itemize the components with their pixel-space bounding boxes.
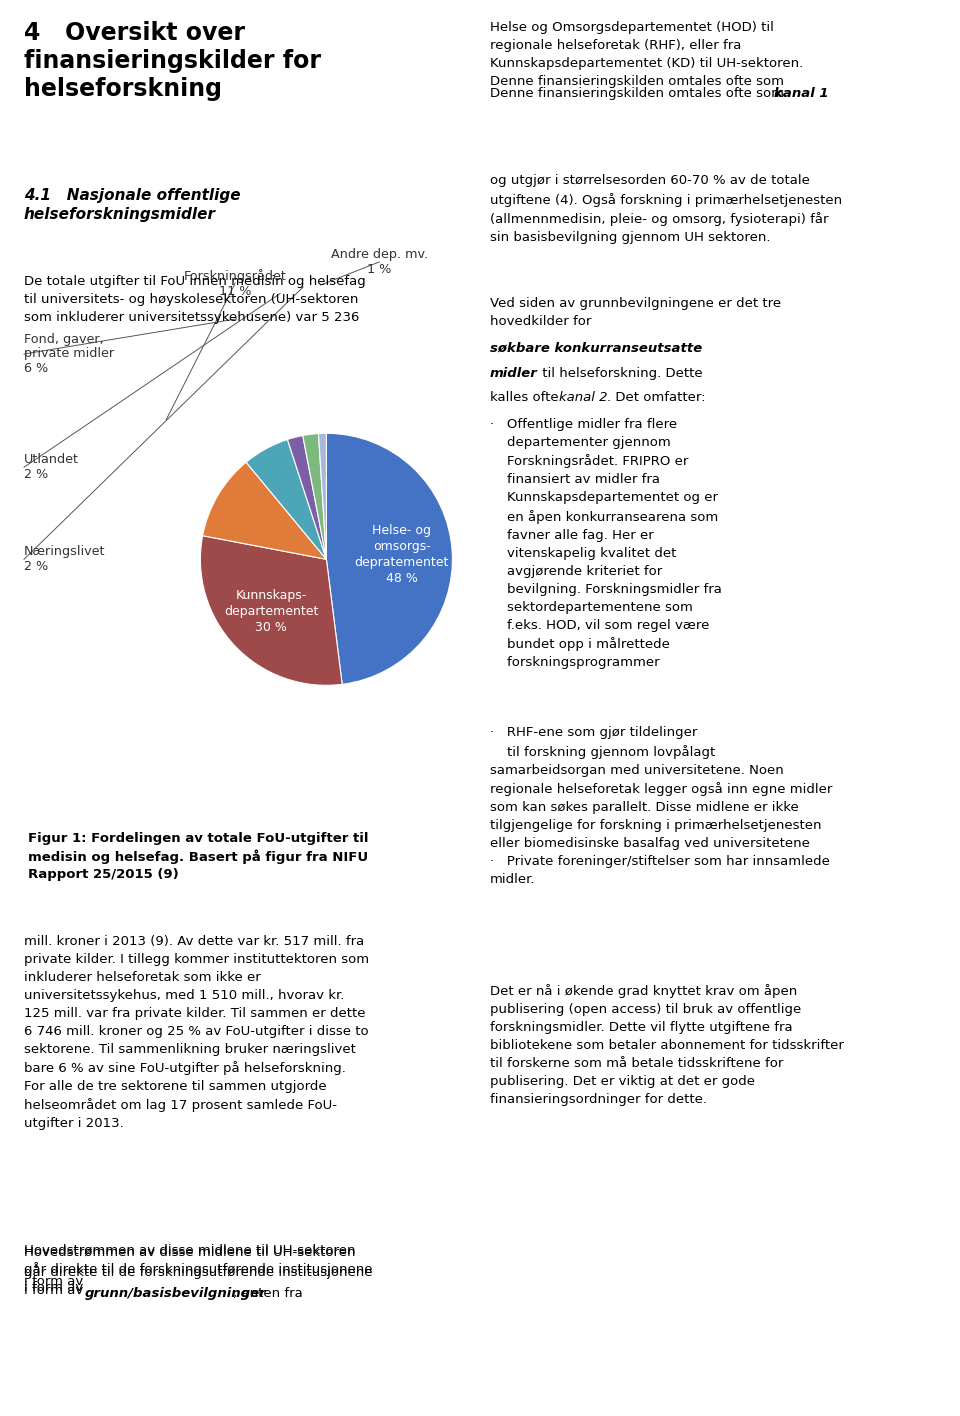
Text: , enten fra: , enten fra bbox=[233, 1287, 303, 1300]
Text: Figur 1: Fordelingen av totale FoU-utgifter til
medisin og helsefag. Basert på f: Figur 1: Fordelingen av totale FoU-utgif… bbox=[28, 831, 369, 881]
Text: Helse- og
omsorgs-
depratementet
48 %: Helse- og omsorgs- depratementet 48 % bbox=[354, 524, 449, 585]
Text: . Det omfatter:: . Det omfatter: bbox=[607, 391, 706, 404]
Text: kanal 1: kanal 1 bbox=[774, 88, 828, 101]
Text: Hovedstrømmen av disse midlene til UH-sektoren
går direkte til de forskningsutfø: Hovedstrømmen av disse midlene til UH-se… bbox=[24, 1246, 372, 1297]
Text: til helseforskning. Dette: til helseforskning. Dette bbox=[538, 367, 702, 379]
Text: ·   RHF-ene som gjør tildelinger
    til forskning gjennom lovpålagt
samarbeidso: · RHF-ene som gjør tildelinger til forsk… bbox=[490, 726, 832, 886]
Text: Andre dep. mv.
1 %: Andre dep. mv. 1 % bbox=[330, 248, 428, 276]
Text: Fond, gaver,
private midler
6 %: Fond, gaver, private midler 6 % bbox=[24, 333, 114, 375]
Text: 4.1   Nasjonale offentlige
helseforskningsmidler: 4.1 Nasjonale offentlige helseforsknings… bbox=[24, 188, 241, 222]
Text: midler: midler bbox=[490, 367, 538, 379]
Text: kalles ofte: kalles ofte bbox=[490, 391, 563, 404]
Wedge shape bbox=[319, 433, 326, 559]
Wedge shape bbox=[203, 462, 326, 559]
Wedge shape bbox=[302, 433, 326, 559]
Text: ·   Offentlige midler fra flere
    departementer gjennom
    Forskningsrådet. F: · Offentlige midler fra flere departemen… bbox=[490, 418, 722, 670]
Text: Denne finansieringskilden omtales ofte som: Denne finansieringskilden omtales ofte s… bbox=[490, 88, 788, 101]
Text: i form av: i form av bbox=[24, 1274, 87, 1287]
Text: Hovedstrømmen av disse midlene til UH-sektoren
går direkte til de forskningsutfø: Hovedstrømmen av disse midlene til UH-se… bbox=[24, 1243, 372, 1294]
Text: Ved siden av grunnbevilgningene er det tre
hovedkilder for: Ved siden av grunnbevilgningene er det t… bbox=[490, 297, 780, 329]
Text: grunn/basisbevilgninger: grunn/basisbevilgninger bbox=[84, 1287, 266, 1300]
Text: Næringslivet
2 %: Næringslivet 2 % bbox=[24, 545, 106, 573]
Wedge shape bbox=[246, 439, 326, 559]
Text: Det er nå i økende grad knyttet krav om åpen
publisering (open access) til bruk : Det er nå i økende grad knyttet krav om … bbox=[490, 984, 844, 1106]
Text: mill. kroner i 2013 (9). Av dette var kr. 517 mill. fra
private kilder. I tilleg: mill. kroner i 2013 (9). Av dette var kr… bbox=[24, 935, 370, 1130]
Text: kanal 2: kanal 2 bbox=[559, 391, 608, 404]
Text: Kunnskaps-
departementet
30 %: Kunnskaps- departementet 30 % bbox=[224, 589, 319, 633]
Text: Helse og Omsorgsdepartementet (HOD) til
regionale helseforetak (RHF), eller fra
: Helse og Omsorgsdepartementet (HOD) til … bbox=[490, 21, 803, 88]
Text: 4   Oversikt over
finansieringskilder for
helseforskning: 4 Oversikt over finansieringskilder for … bbox=[24, 21, 321, 101]
Text: Forskningsrådet
11 %: Forskningsrådet 11 % bbox=[183, 269, 287, 297]
Wedge shape bbox=[287, 436, 326, 559]
Text: og utgjør i størrelsesorden 60-70 % av de totale
utgiftene (4). Også forskning i: og utgjør i størrelsesorden 60-70 % av d… bbox=[490, 174, 842, 244]
Text: De totale utgifter til FoU innen medisin og helsefag
til universitets- og høysko: De totale utgifter til FoU innen medisin… bbox=[24, 275, 366, 324]
Text: Utlandet
2 %: Utlandet 2 % bbox=[24, 453, 79, 481]
Wedge shape bbox=[326, 433, 452, 684]
Text: søkbare konkurranseutsatte: søkbare konkurranseutsatte bbox=[490, 341, 702, 354]
Wedge shape bbox=[201, 535, 342, 685]
